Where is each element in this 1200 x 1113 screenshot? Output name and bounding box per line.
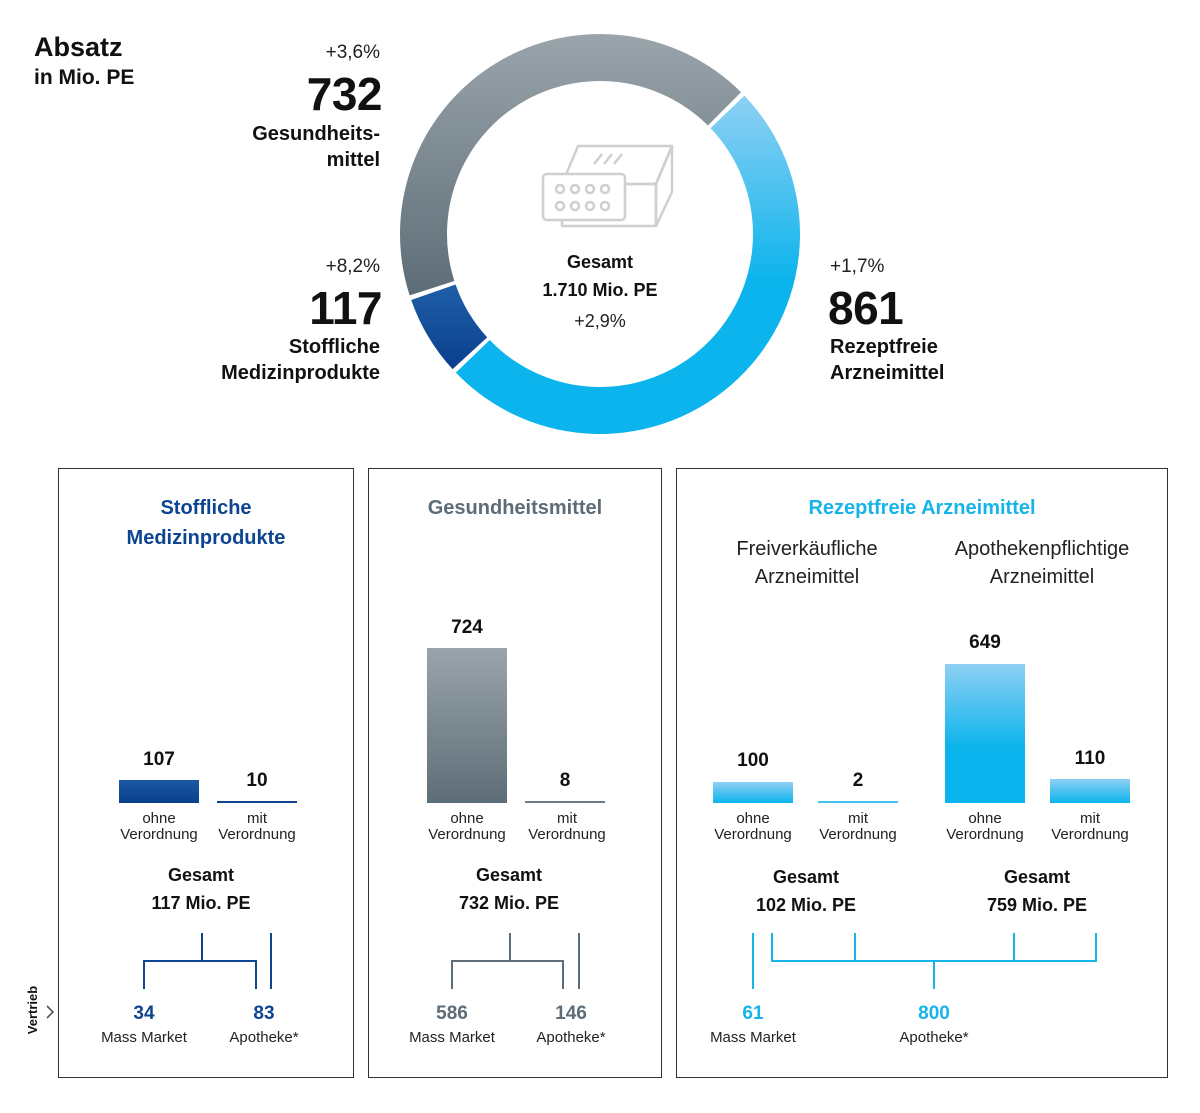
segment-change-gesundheit: +3,6% — [325, 42, 380, 63]
total-value: 759 Mio. PE — [986, 895, 1088, 915]
bar-value-label: 10 — [246, 770, 268, 791]
bar-gesundheit-ohne — [427, 648, 507, 803]
bar-category-label: Verordnung — [218, 826, 296, 843]
distribution-label-apotheke: Apotheke* — [229, 1029, 299, 1046]
group-title-apothekenpflichtig: Apothekenpflichtige — [954, 538, 1130, 560]
bar-category-label: mit — [247, 810, 267, 827]
bar-value-label: 724 — [451, 617, 483, 638]
distribution-value-apotheke: 800 — [918, 1003, 950, 1024]
segment-label-rezeptfrei-2: Arzneimittel — [830, 362, 945, 384]
group-title-freiverkaeuflich-2: Arzneimittel — [754, 566, 860, 588]
total-value: 117 Mio. PE — [151, 893, 251, 913]
bar-category-label: ohne — [968, 810, 1002, 827]
segment-label-gesundheit: Gesundheits- — [252, 123, 380, 145]
bar-freiverkaeuflich-mit — [818, 801, 898, 803]
medicine-package-icon — [541, 144, 674, 228]
chart-title: Absatz — [34, 32, 123, 62]
total-value: 732 Mio. PE — [458, 893, 560, 913]
distribution-value-mass-market: 586 — [436, 1003, 468, 1024]
chart-subtitle: in Mio. PE — [34, 66, 135, 89]
segment-value-gesundheit: 732 — [306, 68, 383, 120]
bar-category-label: ohne — [736, 810, 770, 827]
bar-category-label: mit — [1080, 810, 1100, 827]
distribution-value-apotheke: 146 — [555, 1003, 587, 1024]
segment-label-gesundheit-2: mittel — [326, 149, 380, 171]
distribution-tree — [451, 933, 580, 989]
distribution-tree — [143, 933, 272, 989]
bar-apothekenpflichtig-mit — [1050, 779, 1130, 803]
bar-value-label: 649 — [969, 632, 1001, 653]
bar-category-label: Verordnung — [120, 826, 198, 843]
bar-category-label: ohne — [450, 810, 484, 827]
bar-value-label: 100 — [737, 750, 769, 771]
bar-category-label: ohne — [142, 810, 176, 827]
distribution-value-mass-market: 61 — [742, 1003, 764, 1024]
donut-chart — [399, 34, 800, 435]
segment-label-rezeptfrei: Rezeptfreie — [830, 336, 938, 358]
chevron-right-icon — [46, 1005, 55, 1019]
total-label: Gesamt — [1003, 867, 1071, 887]
bar-category-label: Verordnung — [946, 826, 1024, 843]
bar-category-label: Verordnung — [819, 826, 897, 843]
segment-value-rezeptfrei: 861 — [828, 282, 904, 334]
panel-stoffliche: Stoffliche Medizinprodukte 107 10 ohne V… — [58, 468, 354, 1078]
group-title-apothekenpflichtig-2: Arzneimittel — [989, 566, 1095, 588]
donut-center-change: +2,9% — [574, 311, 626, 331]
side-label-vertrieb: Vertrieb — [25, 985, 40, 1035]
total-label: Gesamt — [475, 865, 543, 885]
panel-gesundheitsmittel: Gesundheitsmittel 724 8 ohne Verordnung … — [368, 468, 662, 1078]
donut-segment-gesundheit — [399, 34, 742, 296]
bar-category-label: Verordnung — [528, 826, 606, 843]
bar-category-label: Verordnung — [428, 826, 506, 843]
distribution-label-mass-market: Mass Market — [409, 1029, 495, 1046]
segment-value-stofflich: 117 — [309, 282, 382, 334]
distribution-value-apotheke: 83 — [253, 1003, 275, 1024]
total-value: 102 Mio. PE — [755, 895, 857, 915]
distribution-value-mass-market: 34 — [133, 1003, 155, 1024]
group-title-freiverkaeuflich: Freiverkäufliche — [736, 538, 878, 560]
panel-title-rezeptfreie: Rezeptfreie Arzneimittel — [808, 497, 1036, 519]
bar-value-label: 8 — [559, 770, 571, 791]
distribution-tree — [752, 933, 1097, 989]
donut-segment-rezeptfrei — [455, 95, 800, 435]
bar-stoffliche-mit — [217, 800, 297, 803]
segment-label-stofflich: Stoffliche — [288, 336, 380, 358]
bar-freiverkaeuflich-ohne — [713, 781, 793, 803]
panel-title-gesundheitsmittel: Gesundheitsmittel — [427, 497, 603, 519]
distribution-label-apotheke: Apotheke* — [536, 1029, 606, 1046]
segment-label-stofflich-2: Medizinprodukte — [221, 362, 380, 384]
bar-category-label: Verordnung — [714, 826, 792, 843]
segment-change-stofflich: +8,2% — [325, 256, 380, 277]
donut-center-title: Gesamt — [566, 252, 634, 272]
bar-category-label: mit — [557, 810, 577, 827]
distribution-label-mass-market: Mass Market — [101, 1029, 187, 1046]
donut-segment-stofflich — [411, 284, 488, 370]
panel-rezeptfreie: Rezeptfreie Arzneimittel Freiverkäuflich… — [676, 468, 1168, 1078]
distribution-label-apotheke: Apotheke* — [899, 1029, 969, 1046]
distribution-label-mass-market: Mass Market — [710, 1029, 796, 1046]
bar-value-label: 107 — [143, 749, 175, 770]
panel-title-stoffliche-2: Medizinprodukte — [126, 527, 286, 549]
segment-change-rezeptfrei: +1,7% — [830, 256, 885, 277]
bar-stoffliche-ohne — [119, 780, 199, 803]
bar-category-label: Verordnung — [1051, 826, 1129, 843]
donut-center-value: 1.710 Mio. PE — [542, 280, 658, 300]
panel-title-stoffliche: Stoffliche — [160, 497, 252, 519]
total-label: Gesamt — [167, 865, 235, 885]
bar-value-label: 110 — [1074, 748, 1106, 769]
bar-value-label: 2 — [852, 770, 864, 791]
bar-gesundheit-mit — [525, 801, 605, 803]
bar-apothekenpflichtig-ohne — [945, 664, 1025, 803]
bar-category-label: mit — [848, 810, 868, 827]
total-label: Gesamt — [772, 867, 840, 887]
